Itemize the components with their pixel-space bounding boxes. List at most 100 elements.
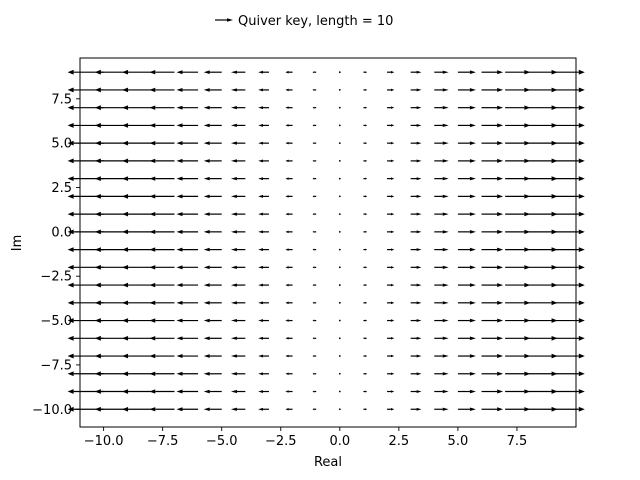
vector-arrow — [176, 105, 199, 110]
arrow-head — [285, 159, 289, 163]
arrow-head — [176, 247, 183, 252]
arrow-head — [365, 319, 368, 322]
arrow-head — [203, 194, 210, 199]
vector-arrow — [176, 70, 199, 75]
vector-arrow — [457, 212, 476, 216]
vector-arrow — [338, 195, 341, 198]
x-axis-label: Real — [314, 455, 342, 470]
vector-arrow — [122, 176, 151, 181]
vector-arrow — [552, 300, 585, 306]
vector-arrow — [457, 123, 476, 128]
vector-arrow — [434, 247, 449, 252]
arrow-head — [285, 88, 289, 92]
arrow-head — [442, 407, 449, 411]
arrow-head — [258, 159, 264, 163]
arrow-head — [67, 123, 74, 128]
vector-arrow — [387, 195, 395, 198]
vector-arrow — [338, 124, 341, 127]
vector-arrow — [434, 123, 449, 128]
arrow-head — [442, 389, 449, 394]
arrow-head — [524, 336, 531, 341]
arrow-head — [578, 264, 585, 270]
vector-arrow — [230, 230, 246, 234]
vector-arrow — [338, 106, 341, 109]
vector-arrow — [258, 336, 269, 340]
vector-arrow — [203, 265, 222, 270]
arrow-head — [524, 282, 531, 288]
arrow-head — [312, 266, 315, 269]
vector-arrow — [363, 354, 368, 358]
vector-arrow — [258, 319, 269, 322]
arrow-head — [176, 141, 183, 146]
arrow-head — [442, 70, 449, 74]
vector-arrow — [505, 229, 531, 235]
vector-arrow — [203, 371, 222, 376]
arrow-head — [122, 87, 129, 93]
arrow-head — [497, 70, 504, 75]
y-axis-ticks: −10.0 −7.5 −5.0 −2.5 0.0 2.5 5.0 7.5 — [32, 92, 80, 418]
arrow-head — [416, 230, 422, 234]
arrow-head — [230, 70, 237, 74]
arrow-head — [176, 371, 183, 376]
vector-arrow — [176, 389, 199, 394]
vector-arrow — [312, 230, 317, 233]
arrow-head — [67, 389, 74, 394]
arrow-head — [524, 407, 531, 412]
arrow-head — [497, 283, 504, 288]
arrow-head — [497, 141, 504, 146]
vector-arrow — [457, 194, 476, 199]
vector-arrow — [552, 406, 585, 412]
vector-arrow — [434, 389, 449, 394]
arrow-head — [365, 177, 368, 180]
arrow-head — [469, 105, 476, 110]
arrow-head — [67, 105, 74, 111]
vector-arrow — [387, 407, 395, 411]
vector-arrow — [387, 301, 395, 305]
arrow-head — [469, 141, 476, 145]
arrow-head — [176, 105, 183, 110]
vector-arrow — [203, 301, 222, 305]
arrow-head — [94, 318, 101, 323]
vector-arrow — [481, 354, 504, 359]
vector-arrow — [230, 354, 246, 358]
vector-arrow — [387, 337, 395, 340]
vector-arrow — [338, 319, 341, 322]
vector-arrow — [203, 318, 222, 323]
vector-arrow — [258, 123, 269, 127]
vector-arrow — [410, 336, 422, 340]
arrow-head — [391, 319, 395, 322]
vector-arrow — [230, 106, 246, 110]
arrow-head — [524, 70, 531, 75]
arrow-head — [149, 371, 156, 376]
vector-arrow — [122, 406, 151, 412]
arrow-head — [524, 389, 531, 394]
arrow-head — [312, 88, 315, 92]
arrow-head — [365, 408, 368, 411]
arrow-head — [67, 300, 74, 306]
arrow-head — [122, 247, 129, 252]
arrow-head — [469, 283, 476, 287]
arrow-head — [578, 105, 585, 111]
vector-arrow — [552, 87, 585, 93]
arrow-head — [122, 264, 129, 270]
arrow-head — [122, 318, 129, 323]
vector-arrow — [312, 124, 317, 127]
arrow-head — [442, 88, 449, 92]
arrow-head — [67, 282, 74, 288]
vector-arrow — [434, 88, 449, 92]
vector-arrow — [230, 372, 246, 376]
vector-arrow — [149, 123, 175, 128]
arrow-head — [67, 176, 74, 182]
vector-arrow — [230, 88, 246, 92]
vector-arrow — [505, 211, 531, 217]
vector-arrow — [410, 390, 422, 393]
vector-arrow — [285, 266, 293, 269]
y-tick-label: 7.5 — [51, 92, 72, 107]
arrow-head — [122, 105, 129, 111]
vector-arrow — [505, 407, 531, 412]
arrow-head — [203, 247, 210, 252]
arrow-head — [149, 140, 156, 146]
arrow-head — [365, 354, 368, 358]
arrow-head — [312, 283, 315, 287]
vector-arrow — [410, 248, 422, 252]
